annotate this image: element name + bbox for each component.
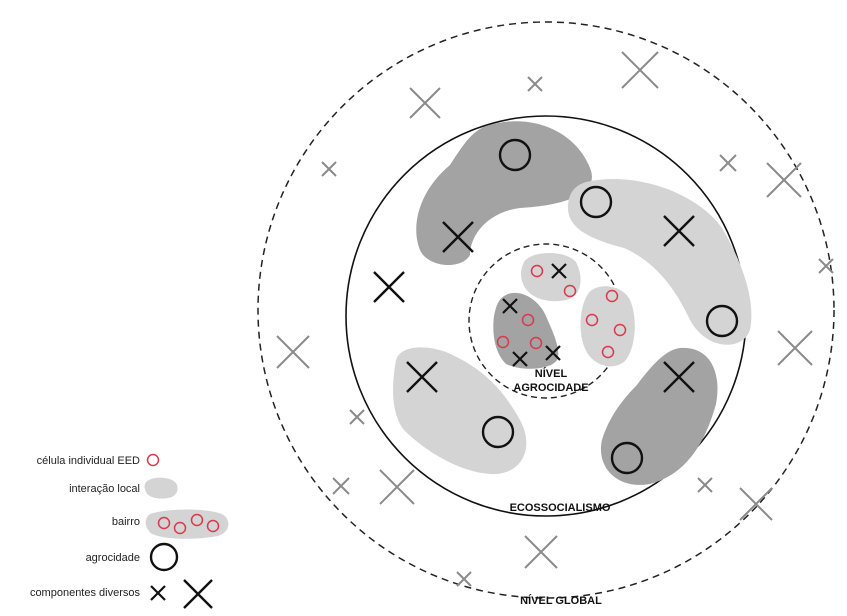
individual-cell bbox=[530, 264, 544, 278]
neighborhood-blob-icon bbox=[145, 509, 229, 539]
grey-cross bbox=[409, 87, 441, 119]
legend: célula individual EED interação local ba… bbox=[30, 453, 229, 609]
individual-cell bbox=[601, 345, 615, 359]
individual-cell bbox=[521, 313, 535, 327]
large-cross bbox=[663, 215, 695, 247]
legend-label-agrocity: agrocidade bbox=[86, 552, 140, 564]
grey-cross bbox=[349, 409, 365, 425]
individual-cell bbox=[206, 519, 220, 533]
small-cross bbox=[551, 263, 567, 279]
global-level-label: NÍVEL GLOBAL bbox=[520, 594, 602, 607]
grey-cross bbox=[321, 161, 337, 177]
grey-cross bbox=[777, 330, 813, 366]
agrocity-circle bbox=[610, 441, 644, 475]
large-cross bbox=[663, 361, 695, 393]
individual-cells bbox=[496, 264, 627, 359]
small-cross bbox=[512, 351, 528, 367]
large-cross bbox=[406, 361, 438, 393]
individual-cell bbox=[190, 513, 204, 527]
large-cross bbox=[442, 221, 474, 253]
grey-cross bbox=[456, 571, 472, 587]
neighborhood-cells bbox=[157, 513, 220, 535]
interaction-blob-bottom-right bbox=[600, 347, 718, 485]
small-red-circle-icon bbox=[146, 453, 160, 467]
small-cross bbox=[502, 298, 518, 314]
interaction-blob-top-left bbox=[416, 121, 592, 266]
legend-label-neighborhood: bairro bbox=[112, 516, 140, 528]
individual-cell bbox=[529, 336, 543, 350]
grey-cross bbox=[276, 335, 310, 369]
individual-cell bbox=[613, 323, 627, 337]
large-cross-icon bbox=[183, 579, 213, 609]
grey-cross bbox=[697, 477, 713, 493]
agrocity-level-label-line1: NÍVEL bbox=[535, 367, 568, 380]
grey-cross bbox=[332, 477, 350, 495]
grey-cross bbox=[739, 487, 773, 521]
agrocity-circle bbox=[498, 138, 532, 172]
interaction-blob-bottom-left bbox=[393, 347, 527, 475]
neighborhood-blob-right bbox=[580, 286, 635, 367]
individual-cell bbox=[605, 289, 619, 303]
grey-cross bbox=[524, 535, 558, 569]
interaction-blob-right bbox=[568, 179, 752, 345]
individual-cell bbox=[157, 516, 171, 530]
agrocity-circle bbox=[481, 415, 515, 449]
neighborhood-blob-top bbox=[521, 253, 581, 302]
agrocity-level-label-line2: AGROCIDADE bbox=[513, 382, 588, 394]
global-level-circle bbox=[257, 21, 835, 599]
small-cross-icon bbox=[150, 585, 166, 601]
small-cross bbox=[545, 345, 561, 361]
neighborhood-blob-left bbox=[493, 292, 559, 369]
grey-blob-icon bbox=[144, 477, 178, 499]
individual-cell bbox=[496, 335, 510, 349]
grey-cross bbox=[766, 162, 802, 198]
individual-cell bbox=[173, 521, 187, 535]
large-black-circle-icon bbox=[149, 542, 179, 572]
grey-cross bbox=[379, 469, 415, 505]
individual-cell bbox=[563, 284, 577, 298]
grey-cross bbox=[621, 51, 659, 89]
grey-cross bbox=[719, 154, 737, 172]
agrocity-circle bbox=[579, 185, 613, 219]
ecosocialism-label: ECOSSOCIALISMO bbox=[510, 502, 611, 514]
agrocity-circle bbox=[705, 304, 739, 338]
large-crosses bbox=[373, 215, 695, 393]
legend-label-components: componentes diversos bbox=[30, 587, 141, 599]
individual-cell bbox=[585, 313, 599, 327]
grey-cross bbox=[818, 258, 834, 274]
large-cross bbox=[373, 271, 405, 303]
small-crosses bbox=[502, 263, 567, 367]
grey-crosses bbox=[276, 51, 834, 587]
grey-cross bbox=[527, 76, 543, 92]
legend-label-interaction: interação local bbox=[69, 483, 140, 495]
legend-label-cell: célula individual EED bbox=[37, 455, 140, 467]
